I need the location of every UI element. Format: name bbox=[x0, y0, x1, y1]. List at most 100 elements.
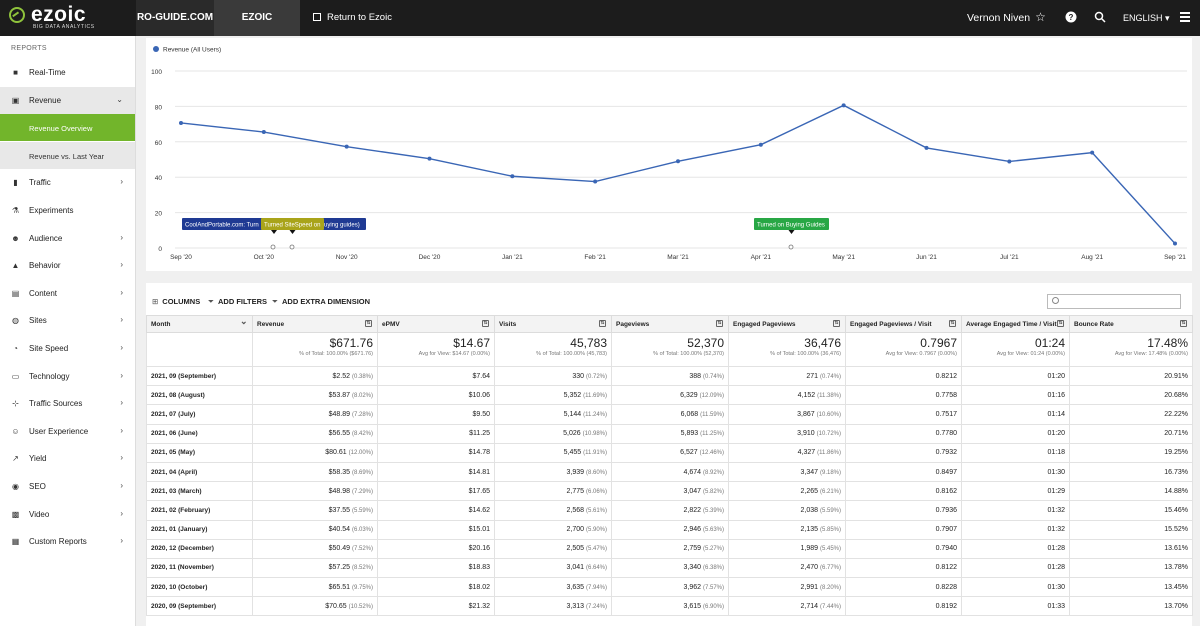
table-row[interactable]: 2021, 03 (March) $48.98 (7.29%) $17.65 2,77… bbox=[146, 481, 1193, 502]
column-header[interactable]: Engaged Pageviews ⇅ bbox=[728, 315, 846, 333]
sidebar-item-yield[interactable]: ↗ Yield › bbox=[0, 445, 135, 472]
column-header[interactable]: Average Engaged Time / Visit ⇅ bbox=[961, 315, 1070, 333]
gauge-icon: ◔ bbox=[13, 344, 18, 353]
x-tick-label: Aug '21 bbox=[1081, 254, 1103, 261]
video-icon: ■ bbox=[13, 68, 18, 77]
chevron-down-icon[interactable]: ⌄ bbox=[240, 316, 248, 326]
column-header[interactable]: Engaged Pageviews / Visit ⇅ bbox=[845, 315, 962, 333]
chart-legend[interactable]: Revenue (All Users) bbox=[153, 46, 221, 54]
table-cell: $15.01 bbox=[377, 519, 495, 540]
sort-icon[interactable]: ⇅ bbox=[833, 320, 840, 327]
table-cell: 01:28 bbox=[961, 538, 1070, 559]
totals-cell: 17.48% Avg for View: 17.48% (0.00%) bbox=[1069, 332, 1193, 367]
sidebar-item-custom-reports[interactable]: ▦ Custom Reports › bbox=[0, 528, 135, 555]
sidebar-item-experiments[interactable]: ⚗ Experiments bbox=[0, 197, 135, 224]
column-header[interactable]: Visits ⇅ bbox=[494, 315, 612, 333]
sidebar-sub-last-year[interactable]: Revenue vs. Last Year bbox=[0, 141, 135, 169]
table-cell: 22.22% bbox=[1069, 404, 1193, 425]
chevron-right-icon: › bbox=[120, 536, 123, 546]
sidebar-item-traffic-sources[interactable]: ⊹ Traffic Sources › bbox=[0, 390, 135, 417]
column-header[interactable]: Pageviews ⇅ bbox=[611, 315, 729, 333]
site-selector-tab[interactable]: RO-GUIDE.COM bbox=[136, 0, 214, 36]
table-row[interactable]: 2020, 09 (September) $70.65 (10.52%) $21.3… bbox=[146, 596, 1193, 617]
cell-value: $40.54 bbox=[328, 526, 351, 534]
table-cell: $53.87 (8.02%) bbox=[252, 385, 378, 406]
table-row[interactable]: 2021, 07 (July) $48.89 (7.28%) $9.50 5,144 … bbox=[146, 404, 1193, 425]
user-name[interactable]: Vernon Niven bbox=[967, 12, 1031, 24]
menu-icon[interactable] bbox=[1180, 12, 1190, 22]
add-filters-button[interactable]: ⏷ ADD FILTERS bbox=[208, 297, 267, 307]
table-row[interactable]: 2021, 05 (May) $80.61 (12.00%) $14.78 5,455… bbox=[146, 442, 1193, 463]
table-row[interactable]: 2021, 06 (June) $56.55 (8.42%) $11.25 5,026… bbox=[146, 423, 1193, 444]
x-tick-label: Dec '20 bbox=[419, 254, 441, 261]
ezoic-logo[interactable]: ezoic BIG DATA ANALYTICS bbox=[0, 0, 136, 36]
sidebar-item-label: Yield bbox=[29, 454, 47, 464]
table-search-input[interactable] bbox=[1047, 294, 1181, 309]
smile-icon: ☺ bbox=[11, 426, 20, 436]
language-selector[interactable]: ENGLISH ▾ bbox=[1123, 13, 1170, 24]
sidebar-item-content[interactable]: ▤ Content › bbox=[0, 280, 135, 307]
table-row[interactable]: 2021, 09 (September) $2.52 (0.38%) $7.64 33… bbox=[146, 365, 1193, 387]
cell-value: $56.55 bbox=[328, 430, 351, 438]
y-tick-label: 20 bbox=[155, 211, 163, 218]
cell-value: 15.52% bbox=[1164, 526, 1188, 534]
sort-icon[interactable]: ⇅ bbox=[599, 320, 606, 327]
sidebar-item-real-time[interactable]: ■ Real-Time bbox=[0, 59, 135, 86]
ezoic-platform-tab[interactable]: EZOIC PLATFORM bbox=[214, 0, 300, 59]
sidebar-item-audience[interactable]: ☻ Audience › bbox=[0, 225, 135, 252]
sort-icon[interactable]: ⇅ bbox=[1057, 320, 1064, 327]
y-tick-label: 40 bbox=[155, 175, 163, 182]
sort-icon[interactable]: ⇅ bbox=[949, 320, 956, 327]
sort-icon[interactable]: ⇅ bbox=[365, 320, 372, 327]
table-cell: $40.54 (6.03%) bbox=[252, 519, 378, 540]
sort-icon[interactable]: ⇅ bbox=[716, 320, 723, 327]
sidebar-sub-overview[interactable]: Revenue Overview bbox=[0, 114, 135, 142]
sort-icon[interactable]: ⇅ bbox=[482, 320, 489, 327]
total-subtext: Avg for View: 17.48% (0.00%) bbox=[1114, 351, 1188, 357]
chevron-right-icon: › bbox=[120, 343, 123, 352]
column-header-label: Pageviews bbox=[616, 320, 650, 328]
behavior-icon: ▲ bbox=[11, 261, 20, 271]
column-header[interactable]: Bounce Rate ⇅ bbox=[1069, 315, 1193, 333]
sort-icon[interactable]: ⇅ bbox=[1180, 320, 1187, 327]
table-cell: 2,568 (5.61%) bbox=[494, 500, 612, 521]
table-cell: 01:29 bbox=[961, 481, 1070, 502]
search-icon[interactable] bbox=[1093, 11, 1106, 24]
column-header[interactable]: ePMV ⇅ bbox=[377, 315, 495, 333]
table-cell: 2021, 07 (July) bbox=[146, 404, 253, 425]
column-header[interactable]: Month ⌄ bbox=[146, 315, 253, 333]
sidebar-item-video[interactable]: ▩ Video › bbox=[0, 501, 135, 528]
table-row[interactable]: 2021, 01 (January) $40.54 (6.03%) $15.01 2,… bbox=[146, 519, 1193, 540]
sidebar-item-user-experience[interactable]: ☺ User Experience › bbox=[0, 418, 135, 445]
return-to-ezoic-link[interactable]: Return to Ezoic bbox=[300, 0, 410, 36]
sidebar-item-seo[interactable]: ◉ SEO › bbox=[0, 473, 135, 500]
sidebar-item-sites[interactable]: ◍ Sites › bbox=[0, 307, 135, 334]
sidebar-item-revenue[interactable]: ▣ Revenue ⌄ bbox=[0, 86, 135, 114]
table-cell: 3,867 (10.60%) bbox=[728, 404, 846, 425]
cell-value: 3,313 bbox=[566, 602, 585, 610]
sidebar-item-traffic[interactable]: ▮ Traffic › bbox=[0, 169, 135, 196]
table-row[interactable]: 2021, 02 (February) $37.55 (5.59%) $14.62 2… bbox=[146, 500, 1193, 521]
table-row[interactable]: 2020, 11 (November) $57.25 (8.52%) $18.83 3… bbox=[146, 557, 1193, 579]
x-tick-label: Mar '21 bbox=[667, 254, 689, 261]
table-cell: 2020, 11 (November) bbox=[146, 557, 253, 579]
table-row[interactable]: 2020, 10 (October) $65.51 (9.75%) $18.02 3,… bbox=[146, 577, 1193, 598]
table-row[interactable]: 2021, 08 (August) $53.87 (8.02%) $10.06 5,3… bbox=[146, 385, 1193, 406]
cell-percent: (12.46%) bbox=[699, 450, 724, 457]
help-icon[interactable]: ? bbox=[1064, 11, 1077, 24]
table-cell: 3,635 (7.94%) bbox=[494, 577, 612, 598]
sidebar-item-label: Behavior bbox=[29, 261, 61, 271]
add-dimension-button[interactable]: ⏷ ADD EXTRA DIMENSION bbox=[272, 297, 370, 307]
table-cell: 13.70% bbox=[1069, 596, 1193, 617]
table-row[interactable]: 2021, 04 (April) $58.35 (8.69%) $14.81 3,93… bbox=[146, 461, 1193, 483]
x-tick-label: Sep '20 bbox=[170, 254, 192, 261]
cell-value: 3,047 bbox=[683, 487, 702, 495]
table-row[interactable]: 2020, 12 (December) $50.49 (7.52%) $20.16 2… bbox=[146, 538, 1193, 559]
sidebar-item-site-speed[interactable]: ◔ Site Speed › bbox=[0, 335, 135, 362]
sidebar-item-behavior[interactable]: ▲ Behavior › bbox=[0, 252, 135, 279]
columns-button[interactable]: ⊞ COLUMNS bbox=[152, 297, 200, 306]
star-icon[interactable]: ☆ bbox=[1035, 10, 1046, 24]
laptop-icon: ▭ bbox=[11, 371, 20, 381]
column-header[interactable]: Revenue ⇅ bbox=[252, 315, 378, 333]
sidebar-item-technology[interactable]: ▭ Technology › bbox=[0, 363, 135, 390]
